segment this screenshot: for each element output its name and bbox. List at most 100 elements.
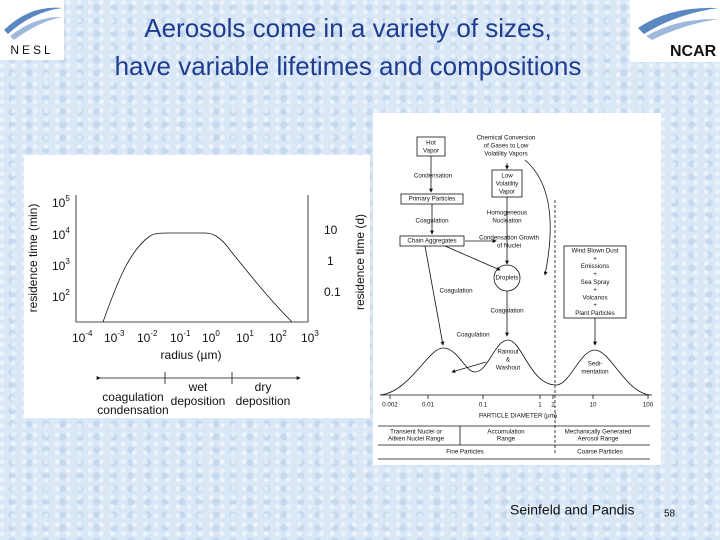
tick-base: 10 <box>269 331 283 345</box>
box-label: Primary Particles <box>409 196 456 203</box>
process-label: Rainout <box>497 349 519 356</box>
x-tick-label: 0.002 <box>382 402 398 409</box>
title-line: Aerosols come in a variety of sizes, <box>144 13 552 43</box>
x-tick-label: 102 <box>269 329 287 345</box>
regime-label: deposition <box>171 394 226 408</box>
x-tick-label: 10-1 <box>170 329 191 345</box>
y-tick-label: 102 <box>52 288 70 304</box>
y-tick-label: 0.1 <box>324 285 341 299</box>
tick-base: 10 <box>52 196 66 210</box>
process-label: Coagulation <box>415 218 449 225</box>
box-label: Hot <box>426 140 436 147</box>
residence-figure: residence time (min) residence time (d) … <box>24 155 370 418</box>
x-tick-label: 103 <box>301 329 319 345</box>
tick-exponent: -2 <box>150 329 158 338</box>
y-axis-label: residence time (min) <box>26 204 40 313</box>
tick-base: 10 <box>137 331 151 345</box>
tick-base: 10 <box>236 331 250 345</box>
y-tick-label: 105 <box>52 194 70 210</box>
x-tick-label: 10-2 <box>137 329 158 345</box>
x-axis-label: PARTICLE DIAMETER (µm) <box>479 413 557 420</box>
box-label: Wind Blown Dust <box>571 248 618 255</box>
box-label: Plant Particles <box>575 310 615 317</box>
tick-base: 10 <box>170 331 184 345</box>
tick-exponent: 5 <box>65 194 70 203</box>
tick-base: 10 <box>202 331 216 345</box>
regime-label: coagulation <box>102 390 163 404</box>
tick-exponent: 2 <box>282 329 287 338</box>
process-label: Washout <box>496 365 520 372</box>
x-tick-label: 0.01 <box>422 402 435 409</box>
process-label: Homogeneous <box>487 210 527 217</box>
citation: Seinfeld and Pandis <box>510 502 635 518</box>
tick-exponent: 1 <box>249 329 254 338</box>
process-label: Condensation <box>414 173 453 180</box>
class-label: Fine Particles <box>446 449 483 456</box>
range-label: Accumulation <box>487 429 525 436</box>
process-label: Nucleation <box>492 218 522 225</box>
range-label: Range <box>497 436 516 443</box>
processes-figure: Hot Vapor Chemical Conversion of Gases t… <box>373 113 661 465</box>
process-label: Sedi- <box>588 361 602 368</box>
page-number: 58 <box>664 509 676 520</box>
process-label: Coagulation <box>456 332 490 339</box>
tick-base: 10 <box>52 228 66 242</box>
y-tick-label: 10 <box>324 223 338 237</box>
tick-exponent: 2 <box>65 288 70 297</box>
box-label: Chain Aggregates <box>407 238 456 245</box>
tick-exponent: -3 <box>117 329 125 338</box>
box-label: Vapor <box>499 189 515 196</box>
y-tick-label: 103 <box>52 257 70 273</box>
process-label: Coagulation <box>490 308 524 315</box>
box-label: + <box>593 302 597 309</box>
logo-ncar: NCAR <box>630 0 720 62</box>
box-label: + <box>593 287 597 294</box>
tick-base: 10 <box>52 290 66 304</box>
box-label: Low <box>501 173 513 180</box>
process-label: Volatility Vapors <box>484 151 528 158</box>
title-line: have variable lifetimes and compositions <box>115 51 582 81</box>
process-label: Coagulation <box>439 288 473 295</box>
y-tick-label: 104 <box>52 226 70 242</box>
process-label: mentation <box>581 369 609 376</box>
y-tick-label: 1 <box>327 254 334 268</box>
tick-base: 10 <box>301 331 315 345</box>
x-tick-label: 0.1 <box>479 402 488 409</box>
box-label: Emissions <box>581 263 609 270</box>
range-label: Mechanically Generated <box>565 429 632 436</box>
tick-exponent: 0 <box>215 329 220 338</box>
process-label: of Gases to Low <box>484 143 529 150</box>
range-label: Aitken Nuclei Range <box>388 436 445 443</box>
logo-text: NESL <box>10 43 53 57</box>
tick-exponent: 3 <box>314 329 319 338</box>
box-label: + <box>593 255 597 262</box>
tick-exponent: 4 <box>65 226 70 235</box>
x-tick-label: 2 <box>551 402 555 409</box>
box-label: Volatility <box>496 181 520 188</box>
x-tick-label: 100 <box>202 329 220 345</box>
x-tick-label: 100 <box>643 402 654 409</box>
tick-exponent: -1 <box>183 329 191 338</box>
x-tick-label: 10-4 <box>72 329 93 345</box>
logo-nesl: NESL <box>0 0 64 60</box>
box-label: Sea Spray <box>581 279 611 286</box>
regime-label: wet <box>188 380 208 394</box>
y-axis-label: residence time (d) <box>353 214 367 310</box>
process-label: & <box>506 357 511 364</box>
process-label: Chemical Conversion <box>477 135 536 142</box>
range-label: Aerosol Range <box>578 436 619 443</box>
tick-exponent: 3 <box>65 257 70 266</box>
box-label: Droplets <box>495 275 518 282</box>
process-label: Condensation Growth <box>479 235 539 242</box>
x-tick-label: 10 <box>590 402 597 409</box>
box-label: + <box>593 271 597 278</box>
box-label: Vapor <box>423 148 439 155</box>
box-label: Volcanos <box>582 294 607 301</box>
x-tick-label: 1 <box>538 402 542 409</box>
x-tick-label: 10-3 <box>104 329 125 345</box>
x-tick-label: 101 <box>236 329 254 345</box>
tick-base: 10 <box>104 331 118 345</box>
regime-label: dry <box>255 380 272 394</box>
regime-label: condensation <box>97 403 168 417</box>
